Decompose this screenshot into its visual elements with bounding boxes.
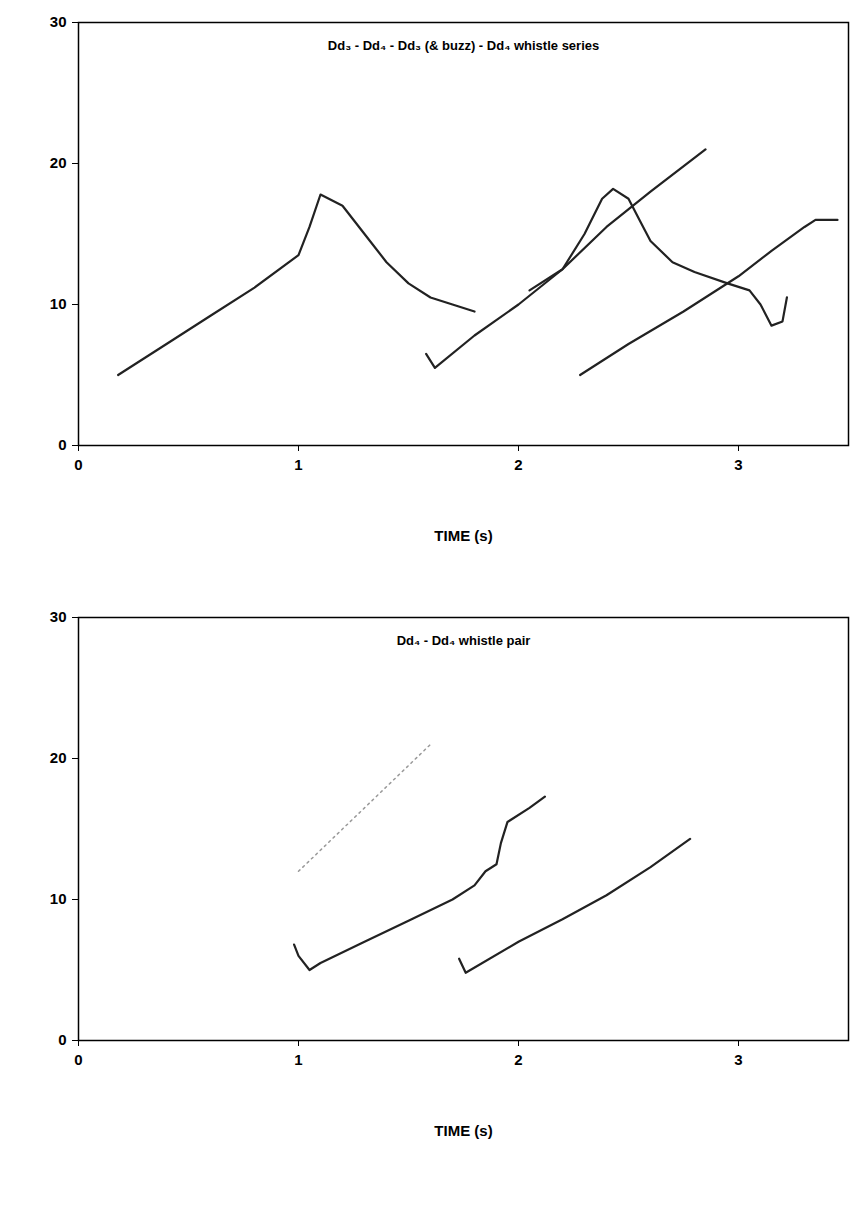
- svg-text:30: 30: [50, 608, 67, 625]
- svg-text:Dd₃ - Dd₄ - Dd₃ (& buzz) - Dd₄: Dd₃ - Dd₄ - Dd₃ (& buzz) - Dd₄ whistle s…: [328, 38, 599, 53]
- svg-text:3: 3: [734, 456, 742, 473]
- svg-text:0: 0: [58, 436, 66, 453]
- svg-text:TIME (s): TIME (s): [434, 527, 492, 544]
- svg-text:2: 2: [514, 1051, 522, 1068]
- svg-text:3: 3: [734, 1051, 742, 1068]
- svg-text:2: 2: [514, 456, 522, 473]
- svg-text:Dd₄ - Dd₄ whistle pair: Dd₄ - Dd₄ whistle pair: [397, 633, 531, 648]
- svg-text:0: 0: [74, 1051, 82, 1068]
- svg-text:10: 10: [50, 295, 67, 312]
- svg-text:20: 20: [50, 749, 67, 766]
- svg-text:30: 30: [50, 13, 67, 30]
- svg-text:1: 1: [294, 1051, 302, 1068]
- svg-text:0: 0: [74, 456, 82, 473]
- svg-text:20: 20: [50, 154, 67, 171]
- svg-text:TIME (s): TIME (s): [434, 1122, 492, 1139]
- svg-text:0: 0: [58, 1031, 66, 1048]
- svg-text:1: 1: [294, 456, 302, 473]
- svg-text:10: 10: [50, 890, 67, 907]
